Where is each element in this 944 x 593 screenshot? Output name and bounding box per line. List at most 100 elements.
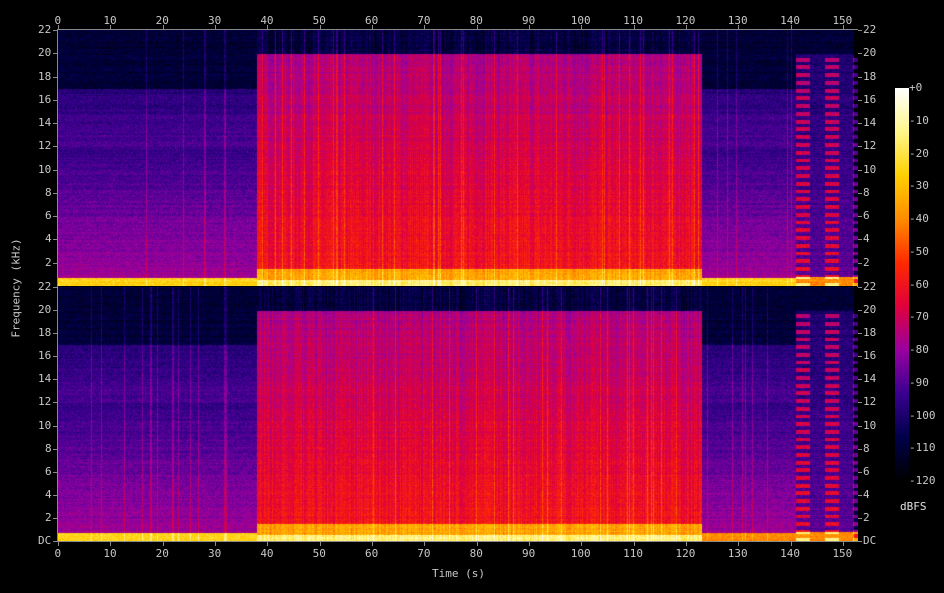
x-tick [214, 542, 216, 546]
y-tick-label-left: 10 [38, 162, 52, 176]
y-tick-label-left: 10 [38, 418, 52, 432]
y-tick-label-left: 8 [45, 185, 52, 199]
x-tick-label-top: 90 [521, 14, 536, 27]
y-tick-label-left: 8 [45, 441, 52, 455]
x-tick-label-bottom: 90 [521, 547, 536, 560]
x-tick [738, 25, 740, 29]
y-tick [858, 76, 862, 78]
y-tick-label-left: 18 [38, 69, 52, 83]
colorbar-tick-label: -60 [909, 277, 929, 291]
colorbar [895, 88, 909, 481]
x-tick [267, 25, 269, 29]
colorbar-tick-label: -90 [909, 375, 929, 389]
y-tick-label-right: 20 [863, 46, 877, 60]
colorbar-tick-label: -10 [909, 113, 929, 127]
y-tick [858, 310, 862, 312]
y-tick [53, 425, 57, 427]
y-tick [53, 192, 57, 194]
colorbar-tick-label: +0 [909, 81, 923, 94]
y-tick-label-right: 16 [863, 349, 877, 363]
y-tick [53, 356, 57, 358]
x-tick-label-bottom: 150 [832, 547, 853, 560]
x-tick [214, 25, 216, 29]
y-tick [53, 262, 57, 264]
y-tick [53, 53, 57, 55]
y-tick-label-left: 16 [38, 349, 52, 363]
x-tick [842, 542, 844, 546]
y-tick [53, 216, 57, 218]
y-axis-label: Frequency (kHz) [9, 238, 23, 338]
x-tick-label-top: 50 [312, 14, 326, 27]
y-tick-label-left: 2 [45, 510, 52, 524]
x-tick-label-top: 20 [155, 14, 169, 27]
x-tick [633, 542, 635, 546]
x-tick-label-bottom: 80 [469, 547, 483, 560]
x-tick [110, 25, 112, 29]
y-tick [858, 448, 862, 450]
x-tick-label-top: 110 [623, 14, 643, 27]
y-tick [858, 333, 862, 335]
y-tick-label-right: 18 [863, 326, 877, 340]
y-tick-label-right: 8 [863, 441, 870, 455]
x-tick-label-bottom: 20 [155, 547, 169, 560]
y-tick-label-right: 2 [863, 255, 870, 269]
x-tick-label-top: 30 [207, 14, 222, 27]
x-tick-label-bottom: 30 [207, 547, 222, 560]
y-tick-label-right: 18 [863, 69, 877, 83]
y-tick-label-left: 20 [38, 46, 52, 60]
y-tick-label-right: 22 [863, 23, 877, 36]
x-tick-label-top: 120 [675, 14, 696, 27]
x-tick-label-bottom: 130 [727, 547, 748, 560]
colorbar-tick-label: -40 [909, 212, 929, 225]
y-tick-label-left: 20 [38, 303, 52, 317]
y-tick [858, 192, 862, 194]
x-tick [58, 542, 59, 546]
y-tick-label-right: 2 [863, 510, 870, 524]
x-tick [581, 25, 583, 29]
x-tick [790, 542, 792, 546]
y-tick [53, 471, 57, 473]
y-tick-label-right: 4 [863, 232, 870, 246]
y-tick-label-right: 8 [863, 185, 870, 199]
x-tick-label-top: 130 [727, 14, 748, 27]
y-tick [53, 541, 57, 542]
y-tick-label-left: 12 [38, 139, 52, 153]
x-tick [476, 542, 478, 546]
y-tick-label-left: 4 [45, 487, 52, 501]
y-tick-label-left: 12 [38, 395, 52, 409]
y-tick [53, 402, 57, 404]
x-tick [842, 25, 844, 29]
x-tick [110, 542, 112, 546]
y-tick [858, 169, 862, 171]
x-tick [424, 25, 426, 29]
spectrogram-channel-2 [58, 287, 858, 541]
y-tick [53, 123, 57, 125]
y-tick [858, 471, 862, 473]
y-tick-label-left: 22 [38, 23, 52, 36]
x-tick-label-bottom: 0 [54, 547, 62, 560]
y-tick-label-right: 12 [863, 139, 877, 153]
x-tick [58, 25, 59, 29]
y-tick-label-right: 16 [863, 92, 877, 106]
y-tick-label-right: 4 [863, 487, 870, 501]
x-tick [685, 25, 687, 29]
x-tick-label-top: 150 [832, 14, 853, 27]
y-tick-label-right: 10 [863, 418, 877, 432]
y-tick [858, 517, 862, 519]
x-tick-label-bottom: 60 [364, 547, 379, 560]
y-tick [53, 379, 57, 381]
y-tick [53, 333, 57, 335]
y-tick-label-right: 10 [863, 162, 877, 176]
x-tick-label-bottom: 70 [417, 547, 431, 560]
y-tick [858, 402, 862, 404]
x-tick [528, 25, 530, 29]
y-tick [858, 123, 862, 125]
x-tick-label-top: 60 [364, 14, 379, 27]
x-tick [685, 542, 687, 546]
y-tick [858, 262, 862, 264]
x-tick-label-bottom: 110 [623, 547, 643, 560]
y-tick [53, 30, 57, 31]
colorbar-tick-label: -80 [909, 343, 929, 356]
y-tick [53, 287, 57, 288]
y-tick [858, 53, 862, 55]
